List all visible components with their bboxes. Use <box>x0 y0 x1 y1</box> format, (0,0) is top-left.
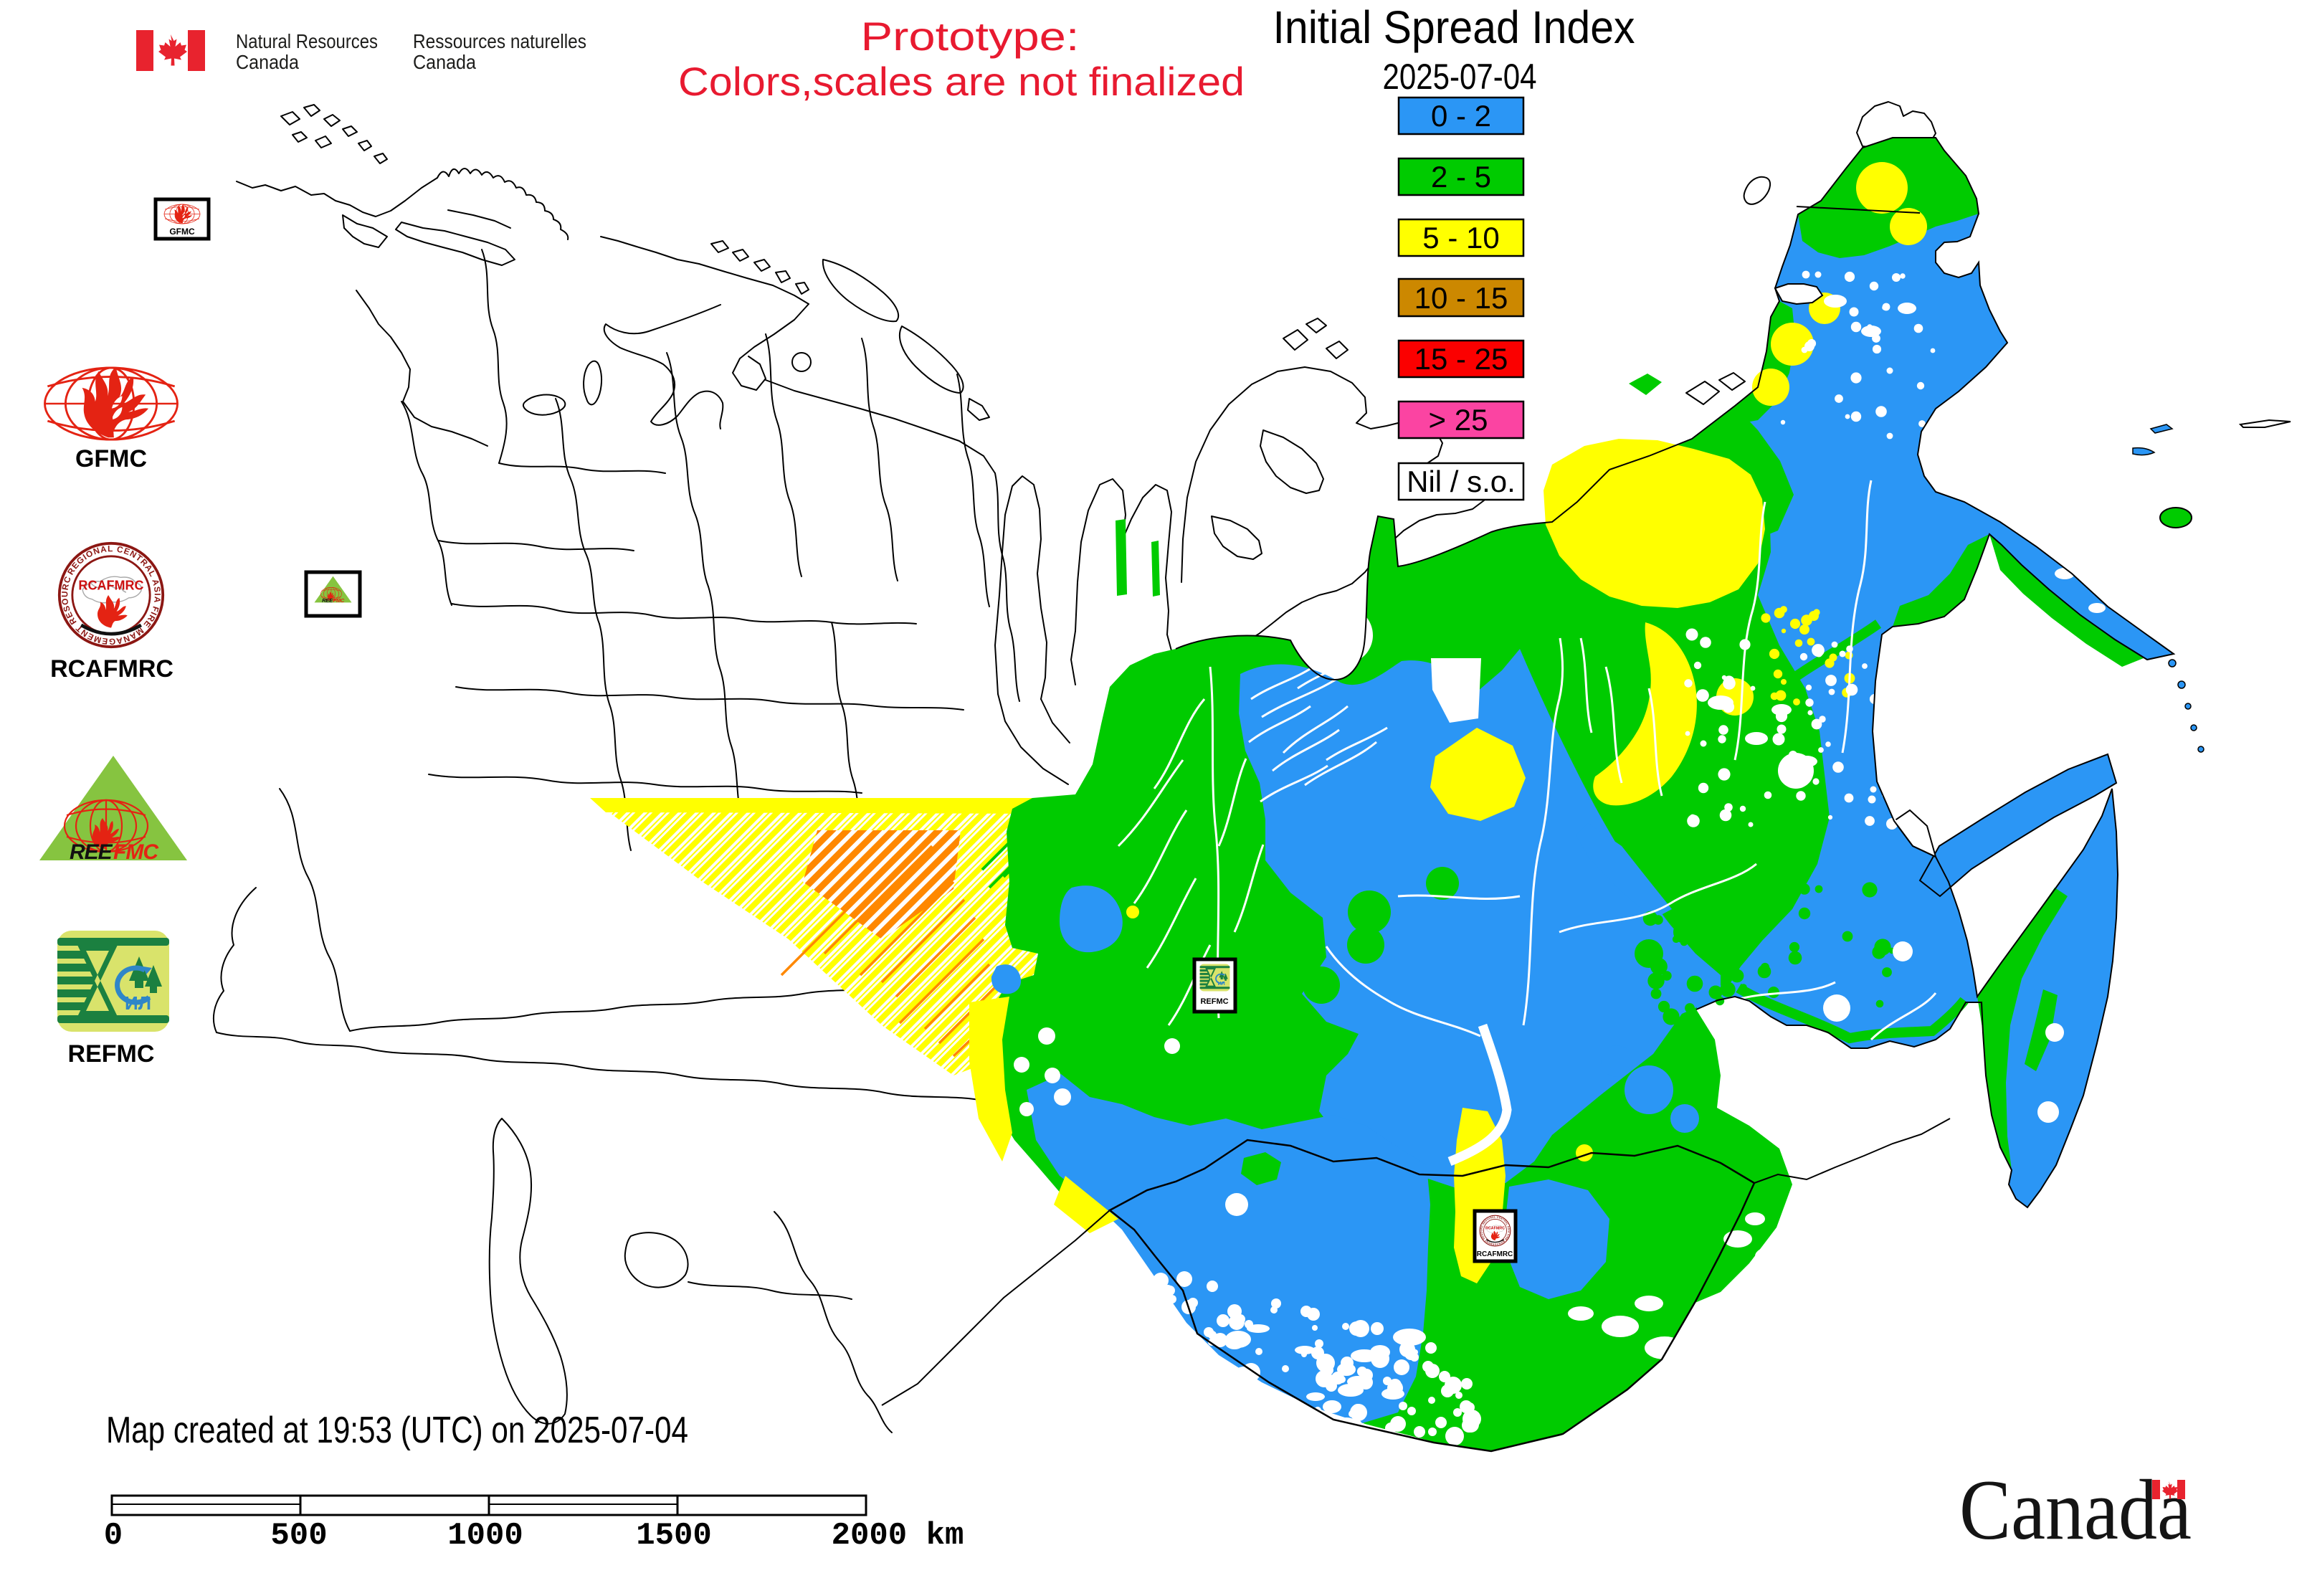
svg-text:10 - 15: 10 - 15 <box>1414 281 1508 315</box>
svg-text:RCAFMRC: RCAFMRC <box>1477 1250 1513 1258</box>
svg-text:Canada: Canada <box>1959 1462 2192 1557</box>
svg-text:Canada: Canada <box>236 51 299 73</box>
svg-text:Initial Spread Index: Initial Spread Index <box>1273 1 1635 53</box>
svg-text:1000: 1000 <box>447 1518 523 1554</box>
svg-text:GFMC: GFMC <box>75 445 147 472</box>
svg-text:Map created at 19:53 (UTC) on: Map created at 19:53 (UTC) on 2025-07-04 <box>106 1410 688 1451</box>
svg-text:Colors,scales are not finalize: Colors,scales are not finalized <box>678 59 1245 104</box>
svg-text:5 - 10: 5 - 10 <box>1422 221 1499 255</box>
svg-text:0 - 2: 0 - 2 <box>1431 99 1491 133</box>
svg-text:Ressources naturelles: Ressources naturelles <box>413 30 586 52</box>
svg-text:Nil / s.o.: Nil / s.o. <box>1407 465 1516 498</box>
svg-text:0: 0 <box>104 1518 123 1554</box>
svg-text:Canada: Canada <box>413 51 476 73</box>
svg-text:RCAFMRC: RCAFMRC <box>50 655 173 683</box>
svg-text:2 - 5: 2 - 5 <box>1431 160 1491 194</box>
svg-text:Prototype:: Prototype: <box>861 14 1080 59</box>
svg-text:15 - 25: 15 - 25 <box>1414 342 1508 376</box>
svg-text:REFMC: REFMC <box>1200 997 1228 1006</box>
svg-text:2025-07-04: 2025-07-04 <box>1383 57 1537 97</box>
svg-text:GFMC: GFMC <box>169 227 195 237</box>
svg-text:Natural Resources: Natural Resources <box>236 30 378 52</box>
svg-text:1500: 1500 <box>636 1518 712 1554</box>
svg-text:2000 km: 2000 km <box>832 1518 964 1554</box>
svg-text:REFMC: REFMC <box>68 1040 155 1068</box>
svg-text:> 25: > 25 <box>1429 403 1488 437</box>
svg-text:500: 500 <box>270 1518 327 1554</box>
